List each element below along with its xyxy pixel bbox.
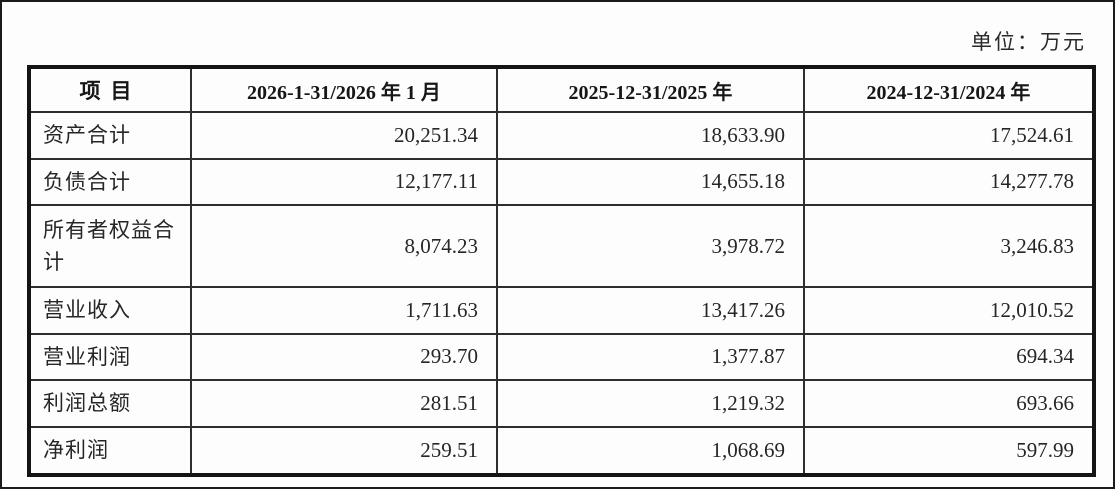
- cell-value: 3,978.72: [496, 204, 805, 289]
- cell-value: 293.70: [190, 332, 498, 382]
- cell-value: 281.51: [190, 379, 498, 428]
- cell-value: 14,655.18: [496, 157, 805, 207]
- cell-value: 3,246.83: [803, 204, 1095, 289]
- cell-value: 12,177.11: [190, 157, 498, 207]
- cell-value: 694.34: [803, 332, 1095, 382]
- table-row-total-profit: 利润总额 281.51 1,219.32 693.66: [28, 379, 1095, 428]
- row-label: 负债合计: [28, 157, 192, 207]
- table-row-net-profit: 净利润 259.51 1,068.69 597.99: [28, 425, 1095, 476]
- row-label: 净利润: [28, 425, 192, 476]
- cell-value: 693.66: [803, 379, 1095, 428]
- table-row-total-liabilities: 负债合计 12,177.11 14,655.18 14,277.78: [28, 157, 1095, 207]
- cell-value: 17,524.61: [803, 111, 1095, 160]
- cell-value: 1,711.63: [190, 286, 498, 335]
- cell-value: 12,010.52: [803, 286, 1095, 335]
- cell-value: 1,068.69: [496, 425, 805, 476]
- cell-value: 8,074.23: [190, 204, 498, 289]
- header-period-2026-jan: 2026-1-31/2026 年 1 月: [190, 66, 498, 113]
- header-period-2025: 2025-12-31/2025 年: [496, 66, 805, 113]
- table-row-total-assets: 资产合计 20,251.34 18,633.90 17,524.61: [28, 111, 1095, 160]
- table-row-operating-profit: 营业利润 293.70 1,377.87 694.34: [28, 332, 1095, 382]
- unit-label: 单位：万元: [971, 30, 1086, 54]
- cell-value: 18,633.90: [496, 111, 805, 160]
- cell-value: 14,277.78: [803, 157, 1095, 207]
- cell-value: 1,377.87: [496, 332, 805, 382]
- cell-value: 597.99: [803, 425, 1095, 476]
- table-header-row: 项目 2026-1-31/2026 年 1 月 2025-12-31/2025 …: [28, 66, 1095, 113]
- row-label: 营业收入: [28, 286, 192, 335]
- table-row-operating-revenue: 营业收入 1,711.63 13,417.26 12,010.52: [28, 286, 1095, 335]
- table-row-total-owners-equity: 所有者权益合计 8,074.23 3,978.72 3,246.83: [28, 204, 1095, 289]
- row-label: 营业利润: [28, 332, 192, 382]
- cell-value: 13,417.26: [496, 286, 805, 335]
- row-label: 所有者权益合计: [28, 204, 192, 289]
- header-item: 项目: [28, 66, 192, 113]
- row-label: 利润总额: [28, 379, 192, 428]
- header-period-2024: 2024-12-31/2024 年: [803, 66, 1095, 113]
- cell-value: 1,219.32: [496, 379, 805, 428]
- row-label: 资产合计: [28, 111, 192, 160]
- cell-value: 259.51: [190, 425, 498, 476]
- cell-value: 20,251.34: [190, 111, 498, 160]
- financial-summary-table: 项目 2026-1-31/2026 年 1 月 2025-12-31/2025 …: [27, 65, 1096, 477]
